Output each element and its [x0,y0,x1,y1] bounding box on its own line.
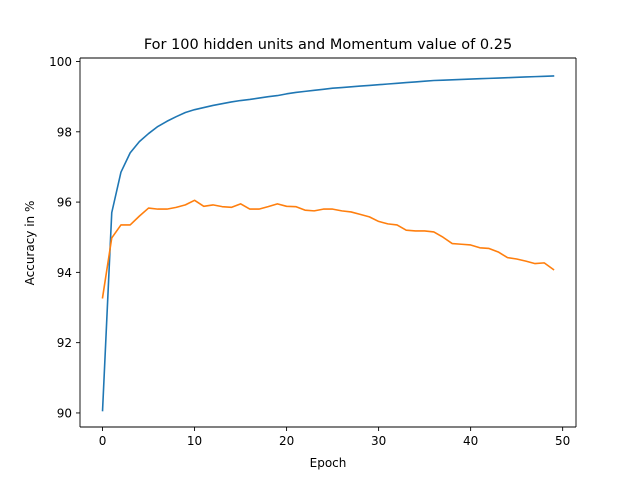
plot-area: 0 10 20 30 40 50 90 92 94 96 98 100 [49,55,577,448]
y-tick-label: 96 [57,196,72,210]
x-tick-label: 10 [187,434,202,448]
y-axis-label: Accuracy in % [23,201,37,286]
x-tick-label: 50 [555,434,570,448]
x-tick-label: 40 [463,434,478,448]
y-tick-label: 92 [57,336,72,350]
x-axis-label: Epoch [310,456,347,470]
y-tick-label: 100 [49,55,72,69]
x-tick-label: 0 [99,434,107,448]
chart-title: For 100 hidden units and Momentum value … [144,37,512,53]
series-line-2 [101,199,555,299]
y-tick-label: 90 [57,406,72,420]
y-tick-label: 98 [57,125,72,139]
x-tick-label: 30 [371,434,386,448]
x-tick-label: 20 [279,434,294,448]
series-line-1 [101,75,555,412]
y-tick-label: 94 [57,266,72,280]
